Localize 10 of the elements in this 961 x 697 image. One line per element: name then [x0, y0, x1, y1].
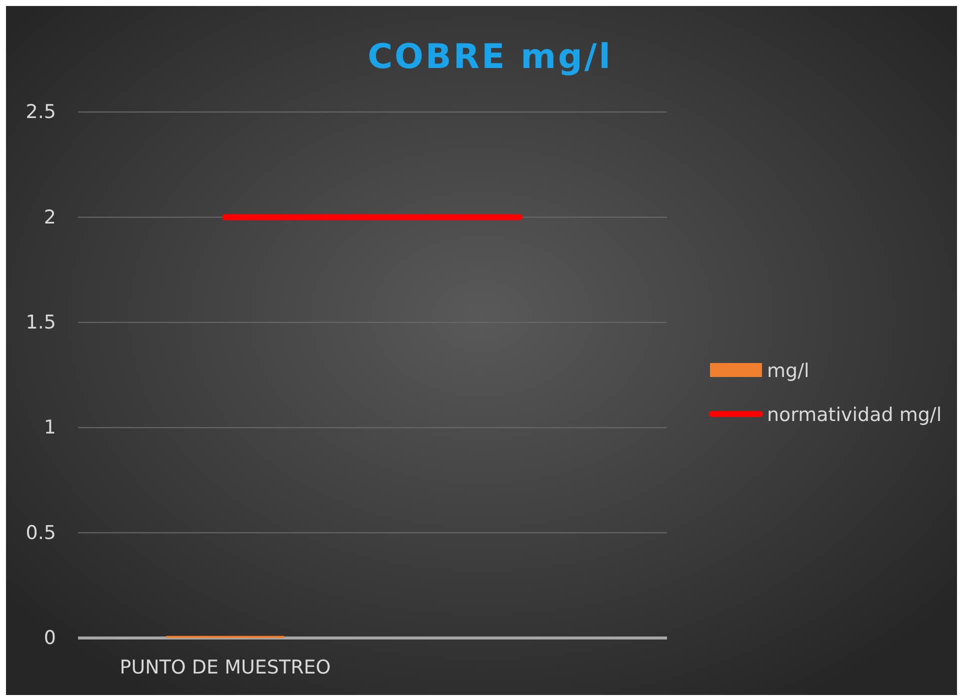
chart-title: COBRE mg/l: [368, 37, 612, 77]
y-tick-label: 1.5: [26, 311, 56, 334]
legend-label: mg/l: [767, 360, 810, 382]
y-tick-label: 2: [44, 206, 56, 228]
y-tick-label: 0: [44, 627, 56, 650]
y-tick-label: 1: [44, 416, 56, 439]
y-tick-label: 2.5: [26, 101, 56, 124]
y-tick-label: 0.5: [26, 522, 56, 544]
legend-label: normatividad mg/l: [767, 404, 942, 426]
x-tick-label: PUNTO DE MUESTREO: [120, 656, 331, 678]
